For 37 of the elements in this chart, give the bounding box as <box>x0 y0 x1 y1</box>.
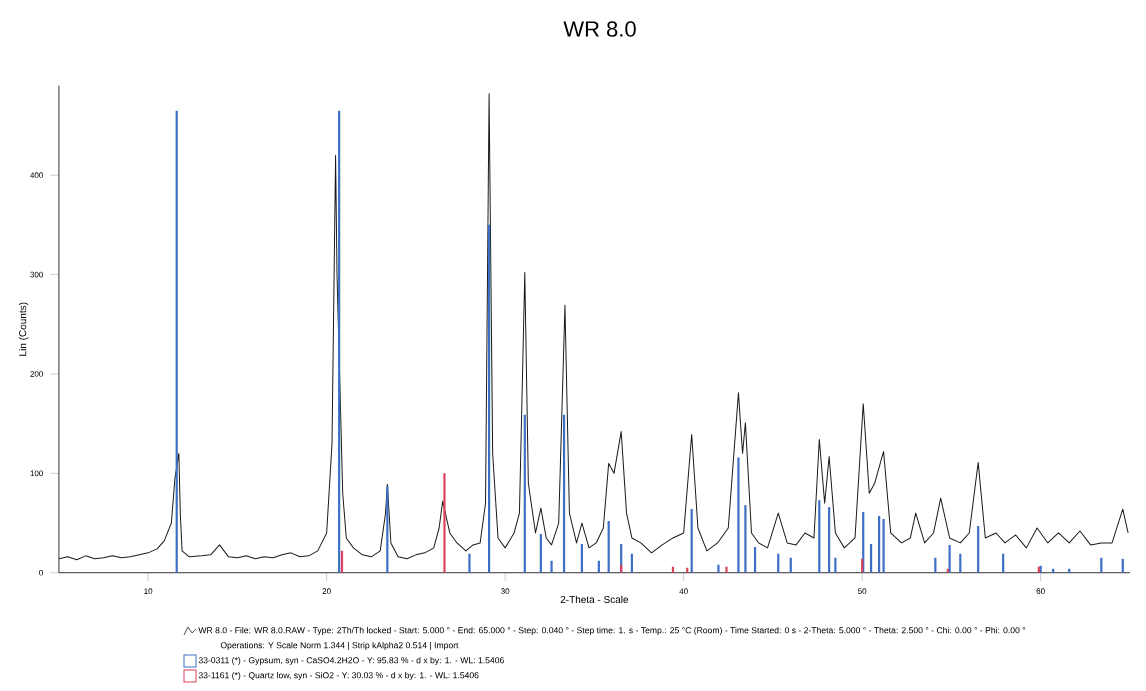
bar <box>690 509 693 573</box>
bar <box>338 110 341 573</box>
x-tick-label: 10 <box>144 588 153 594</box>
y-tick-label: 300 <box>30 271 43 278</box>
bar <box>717 564 720 573</box>
y-axis-title: Lin (Counts) <box>18 302 29 356</box>
bar <box>487 224 491 573</box>
y-tick-label: 400 <box>30 172 43 178</box>
line-series <box>58 93 1129 561</box>
bar <box>175 110 178 573</box>
bar <box>878 516 881 573</box>
bar <box>744 505 747 573</box>
x-tick-label: 20 <box>322 588 331 594</box>
x-tick-label: 40 <box>679 588 688 594</box>
bar <box>468 553 471 573</box>
bar <box>443 473 446 573</box>
bar <box>828 507 831 573</box>
bar <box>725 566 728 573</box>
y-tick-label: 200 <box>30 371 43 377</box>
x-tick-label: 30 <box>501 588 510 594</box>
legend-label: 33-0311 (*) - Gypsum, syn - CaSO4.2H2O - Y: 95.83 % - d x by: 1. - WL: 1.5406 <box>198 656 504 666</box>
x-tick-label: 60 <box>1036 588 1045 594</box>
y-tick-label: 100 <box>30 470 43 477</box>
bar <box>386 486 389 573</box>
x-tick-label: 50 <box>858 588 867 594</box>
bar <box>550 560 553 573</box>
legend-label: WR 8.0 - File: WR 8.0.RAW - Type: 2Th/Th locked - Start: 5.000 ° - End: 65.000 ° - Step: 0.040 ° - Step time: 1. s - Temp.: 25 °C (Room) - Time Started: 0 s - 2-Theta: 5.000 ° - Theta: 2.500 ° - Chi: 0.00 ° - Phi: 0.00 ° <box>198 626 1026 636</box>
bar <box>882 519 885 573</box>
legend-label: 33-1161 (*) - Quartz low, syn - SiO2 - Y: 30.03 % - d x by: 1. - WL: 1.5406 <box>198 671 479 681</box>
chart-title: WR 8.0 <box>563 21 636 37</box>
bar <box>523 414 526 573</box>
text: Operations: Y Scale Norm 1.344 | Strip kAlpha2 0.514 | Import <box>220 641 459 651</box>
bar <box>818 500 821 573</box>
bar <box>562 414 566 573</box>
x-axis-title: 2-Theta - Scale <box>560 595 629 604</box>
y-tick-label: 0 <box>39 569 43 576</box>
bar <box>737 457 740 573</box>
